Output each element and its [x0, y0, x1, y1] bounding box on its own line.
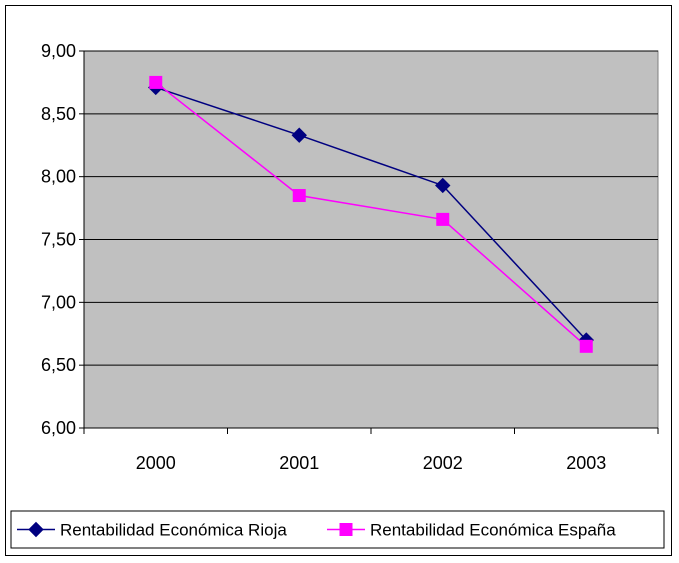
x-tick-label: 2000	[136, 453, 176, 473]
y-tick-label: 8,00	[41, 167, 76, 187]
gridlines	[84, 50, 658, 366]
series-group	[148, 75, 594, 353]
legend-item-2: Rentabilidad Económica España	[327, 521, 616, 540]
data-point	[292, 189, 306, 203]
legend-item-1: Rentabilidad Económica Rioja	[17, 521, 287, 540]
y-tick-label: 6,50	[41, 355, 76, 375]
y-tick-label: 7,50	[41, 230, 76, 250]
legend: Rentabilidad Económica Rioja Rentabilidad…	[10, 510, 665, 549]
x-tick-label: 2001	[279, 453, 319, 473]
data-point	[436, 212, 450, 226]
series-line	[155, 81, 587, 347]
data-point	[435, 177, 451, 194]
y-tick-label: 8,50	[41, 104, 76, 124]
x-axis-ticks: 2000 2001 2002 2003	[83, 428, 659, 473]
y-tick-label: 7,00	[41, 292, 76, 312]
series-2	[149, 75, 593, 353]
data-point	[579, 339, 593, 353]
x-tick-label: 2003	[566, 453, 606, 473]
y-tick-label: 6,00	[41, 418, 76, 438]
x-tick-label: 2002	[423, 453, 463, 473]
legend-marker	[28, 521, 44, 538]
y-axis-ticks: 6,00 6,50 7,00 7,50 8,00 8,50 9,00	[41, 41, 84, 438]
data-point	[291, 127, 307, 143]
legend-label: Rentabilidad Económica Rioja	[60, 521, 287, 540]
legend-label: Rentabilidad Económica España	[370, 521, 616, 540]
legend-marker	[339, 523, 353, 536]
series-line	[155, 86, 587, 341]
data-point	[149, 75, 163, 89]
y-tick-label: 9,00	[41, 41, 76, 61]
